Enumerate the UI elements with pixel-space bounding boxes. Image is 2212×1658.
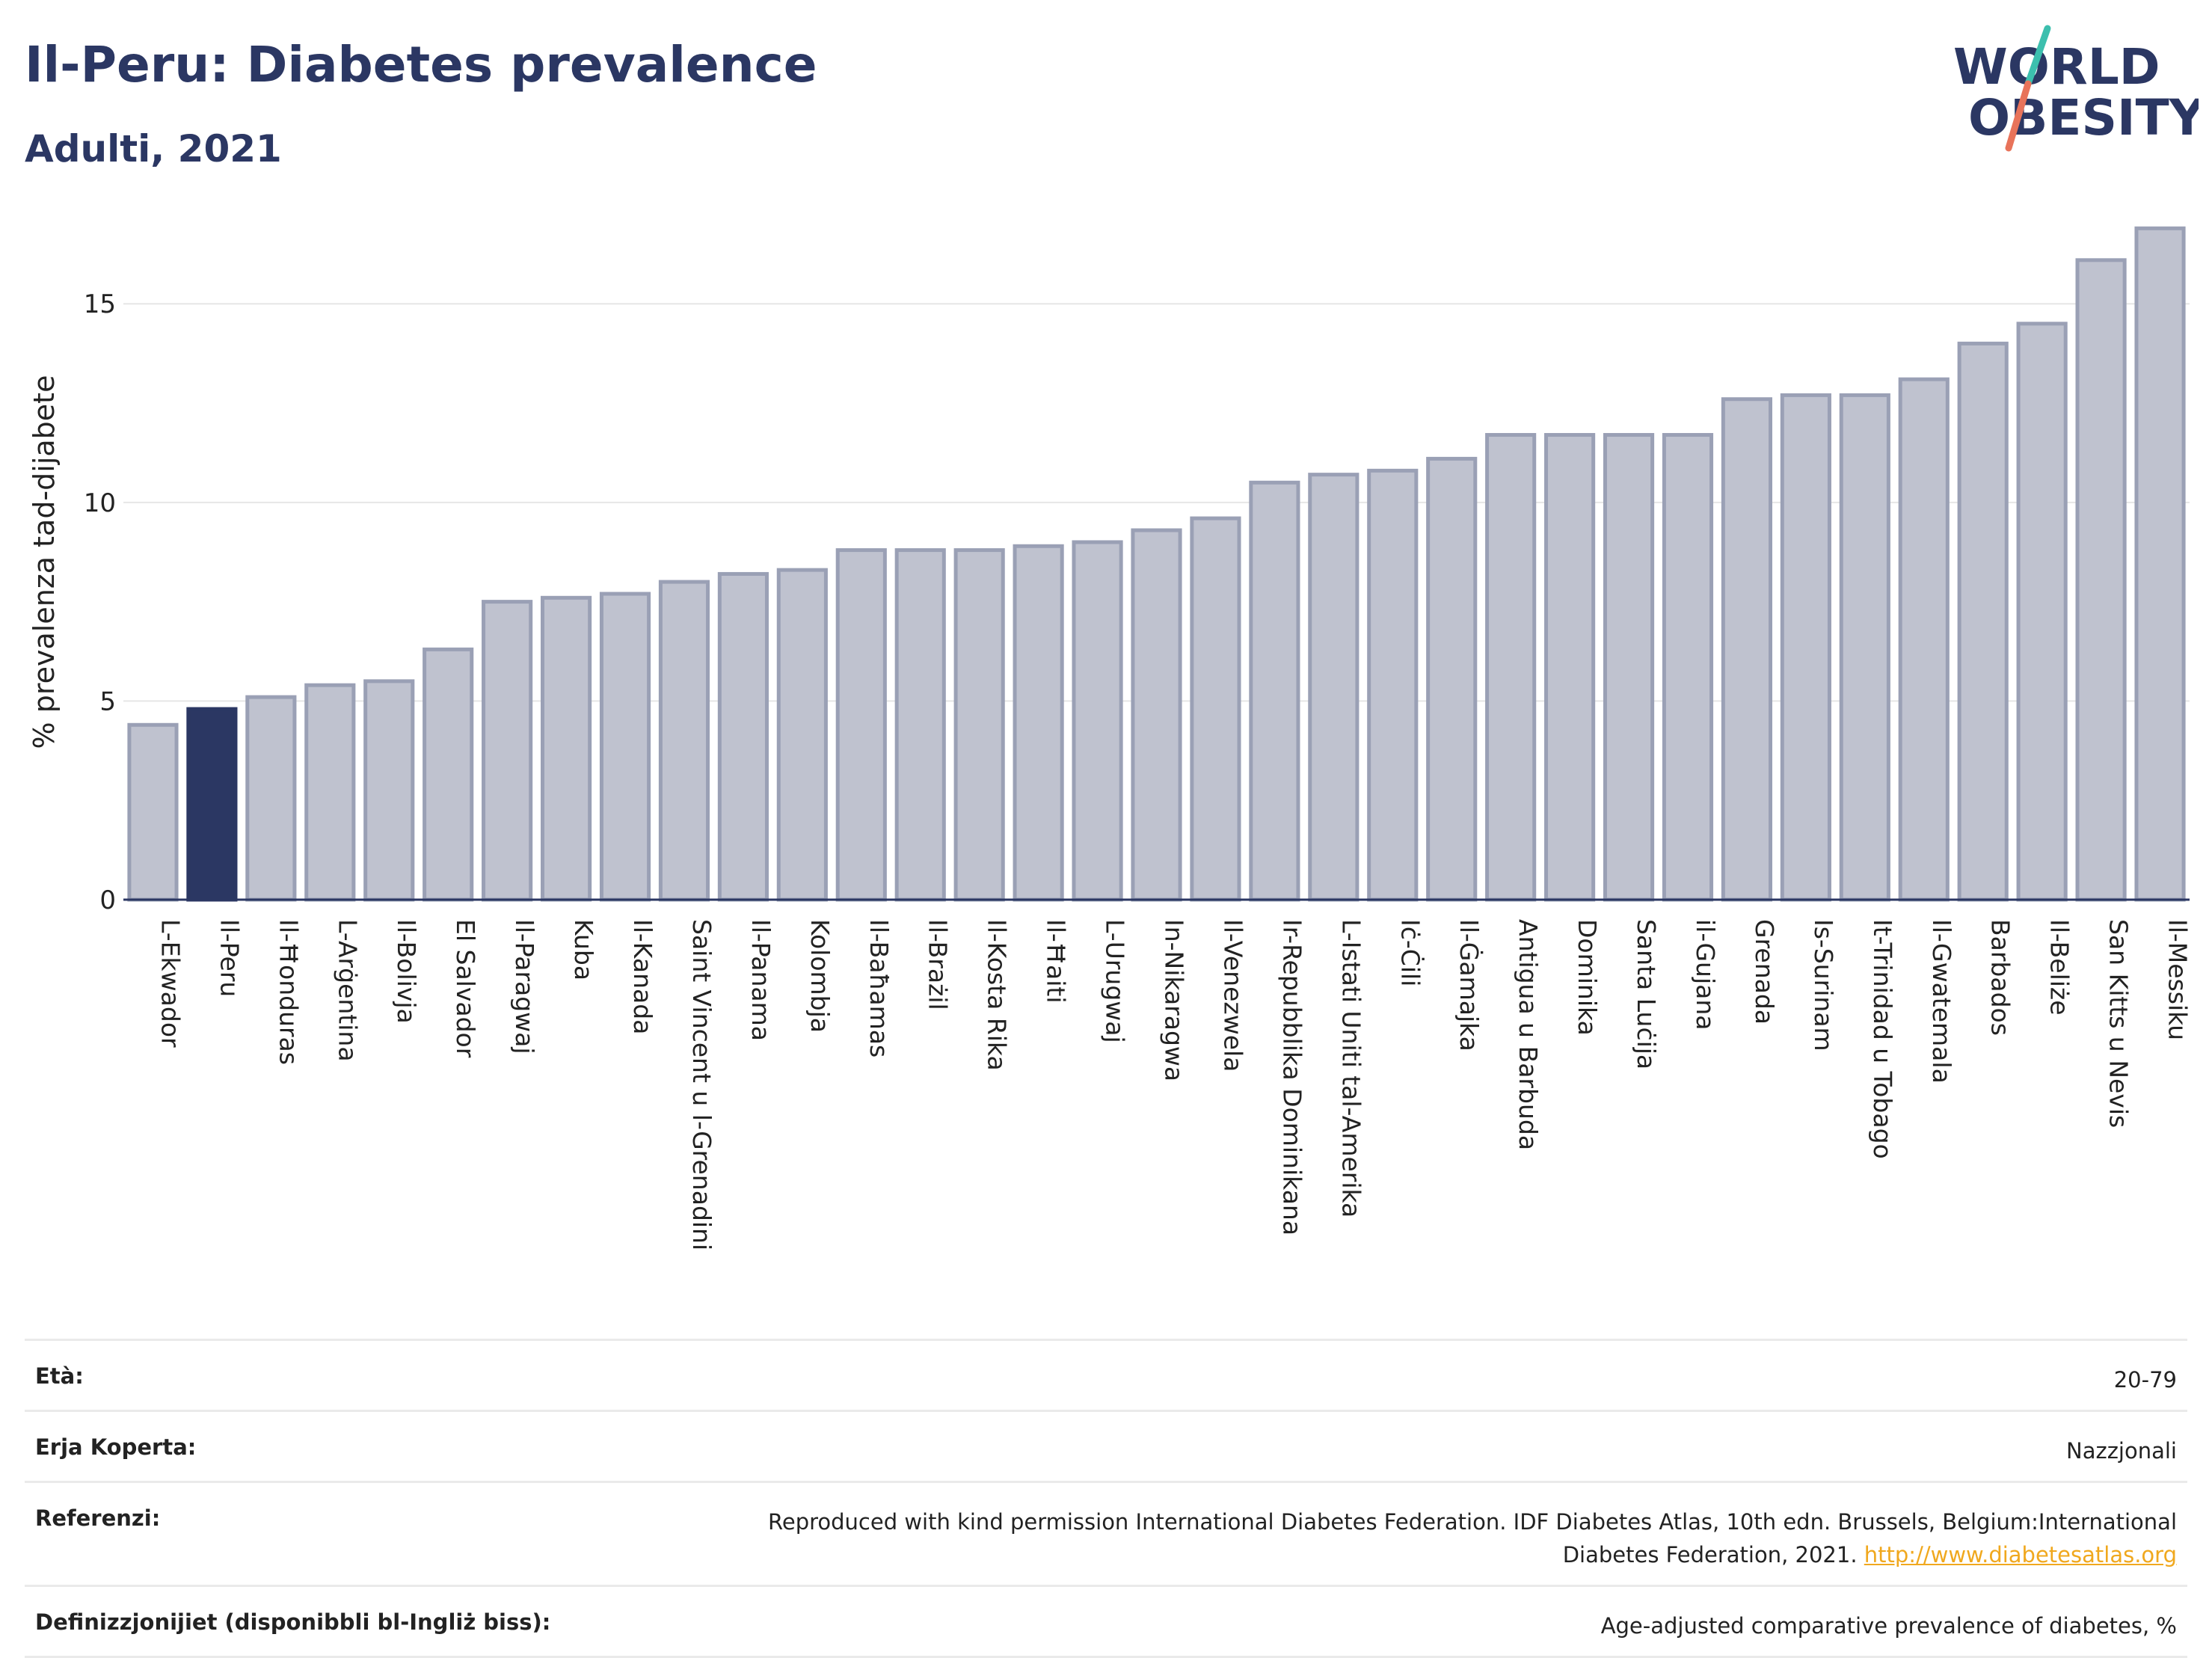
bar [127, 722, 179, 902]
x-tick-label: Il-Ħaiti [1042, 919, 1071, 1004]
bar-highlight [186, 707, 238, 902]
meta-references-label: Referenzi: [35, 1505, 161, 1531]
bar [1131, 528, 1182, 902]
y-axis-title: % prevalenza tad-dijabete [28, 375, 61, 749]
bar [894, 548, 946, 902]
x-tick-label: Il-Venezwela [1218, 919, 1247, 1072]
chart-subtitle: Adulti, 2021 [25, 127, 282, 171]
x-tick-label: Il-Beliże [2045, 919, 2074, 1016]
y-tick-label: 0 [99, 885, 116, 915]
meta-area-value: Nazzjonali [2066, 1438, 2177, 1464]
meta-area-label: Erja Koperta: [35, 1434, 197, 1460]
x-tick-label: Santa Luċija [1632, 919, 1661, 1069]
x-tick-label: Kuba [569, 919, 598, 980]
x-tick-label: Antigua u Barbuda [1514, 919, 1543, 1150]
x-tick-label: In-Nikaragwa [1160, 919, 1189, 1081]
logo-slash-coral [2005, 80, 2032, 152]
x-tick-label: Dominika [1573, 919, 1602, 1036]
meta-definitions-label: Definizzjonijiet (disponibbli bl-Ingliż … [35, 1609, 551, 1635]
x-tick-label: Il-Paragwaj [510, 919, 539, 1054]
bar [1013, 544, 1064, 902]
x-tick-label: Il-Panama [746, 919, 775, 1041]
logo-line2: OBESITY [1968, 89, 2199, 147]
bar [1249, 480, 1300, 902]
x-tick-label: Iċ-Ċili [1395, 919, 1425, 986]
x-tick-label: il-Gujana [1691, 919, 1720, 1030]
bar [658, 580, 710, 902]
world-obesity-logo: WORLD OBESITY [1953, 25, 2199, 152]
chart-title: Il-Peru: Diabetes prevalence [25, 36, 817, 93]
bar [1780, 393, 1831, 902]
metadata-table: Età: 20-79 Erja Koperta: Nazzjonali Refe… [25, 1339, 2187, 1658]
meta-row-age: Età: 20-79 [25, 1339, 2187, 1410]
x-tick-label: Il-Baħamas [864, 919, 894, 1057]
x-tick-label: Grenada [1750, 919, 1779, 1025]
meta-references-value: Reproduced with kind permission Internat… [666, 1505, 2177, 1571]
bar [1957, 341, 2009, 902]
x-tick-label: Il-Bolivja [392, 919, 421, 1024]
bar [304, 683, 356, 902]
x-tick-label: L-Istati Uniti tal-Amerika [1336, 919, 1365, 1218]
bar [1839, 393, 1890, 902]
bar [1662, 433, 1714, 902]
bar-chart: 0 5 10 15 % prevalenza tad-dijabete L-Ekwador… [28, 226, 2193, 1250]
meta-references-text: Reproduced with kind permission Internat… [768, 1509, 2177, 1568]
y-tick-label: 10 [84, 488, 116, 518]
y-tick-label: 15 [84, 289, 116, 319]
bar [1544, 433, 1596, 902]
x-tick-label: Il-Peru [215, 919, 244, 997]
x-tick-label: Saint Vincent u l-Grenadini [687, 919, 716, 1250]
bar [1308, 473, 1360, 902]
meta-row-references: Referenzi: Reproduced with kind permissi… [25, 1481, 2187, 1585]
logo-line1: WORLD [1953, 38, 2160, 96]
bar [717, 571, 769, 902]
bar [1072, 540, 1123, 902]
x-tick-label: Kolombja [805, 919, 835, 1033]
x-tick-label: L-Arġentina [333, 919, 362, 1062]
bar [835, 548, 887, 902]
bar [1603, 433, 1655, 902]
x-tick-label: San Kitts u Nevis [2104, 919, 2133, 1128]
meta-age-value: 20-79 [2113, 1367, 2177, 1393]
x-tick-label: Ir-Repubblika Dominikana [1277, 919, 1306, 1235]
x-tick-label: Il-Gwatemala [1927, 919, 1956, 1084]
x-tick-label: L-Ekwador [156, 919, 185, 1048]
y-tick-label: 5 [99, 687, 116, 716]
meta-row-definitions: Definizzjonijiet (disponibbli bl-Ingliż … [25, 1585, 2187, 1658]
x-tick-label: Is-Surinam [1809, 919, 1838, 1051]
bar [1367, 468, 1419, 902]
bar [1190, 516, 1241, 902]
bar [363, 679, 415, 902]
x-tick-label: Il-Ħonduras [274, 919, 303, 1065]
x-tick-label: El Salvador [451, 919, 480, 1058]
bar [953, 548, 1005, 902]
bar [1721, 397, 1773, 902]
bar [599, 592, 651, 902]
x-tick-label: It-Trinidad u Tobago [1868, 919, 1897, 1159]
meta-definitions-value: Age-adjusted comparative prevalence of d… [1600, 1613, 2177, 1639]
meta-row-area: Erja Koperta: Nazzjonali [25, 1410, 2187, 1481]
bar [245, 695, 297, 902]
bar [423, 647, 474, 902]
bar [1426, 456, 1478, 902]
x-tick-label: Il-Ġamajka [1454, 919, 1484, 1051]
bar [776, 568, 828, 902]
x-tick-label: Barbados [1986, 919, 2015, 1036]
bar [2016, 322, 2068, 902]
diabetes-atlas-link[interactable]: http://www.diabetesatlas.org [1864, 1542, 2177, 1568]
bar [1898, 377, 1950, 902]
x-tick-label: Il-Kosta Rika [983, 919, 1012, 1071]
bar [540, 595, 592, 902]
x-tick-label: Il-Messiku [2163, 919, 2193, 1040]
x-tick-label: Il-Kanada [628, 919, 657, 1034]
bar [2134, 226, 2186, 902]
x-tick-label: Il-Brażil [924, 919, 953, 1010]
logo-slash-teal [2024, 25, 2051, 87]
bar [1485, 433, 1537, 902]
bar [2075, 258, 2127, 902]
x-tick-label: L-Urugwaj [1101, 919, 1130, 1043]
meta-age-label: Età: [35, 1363, 84, 1389]
bar [482, 600, 533, 902]
